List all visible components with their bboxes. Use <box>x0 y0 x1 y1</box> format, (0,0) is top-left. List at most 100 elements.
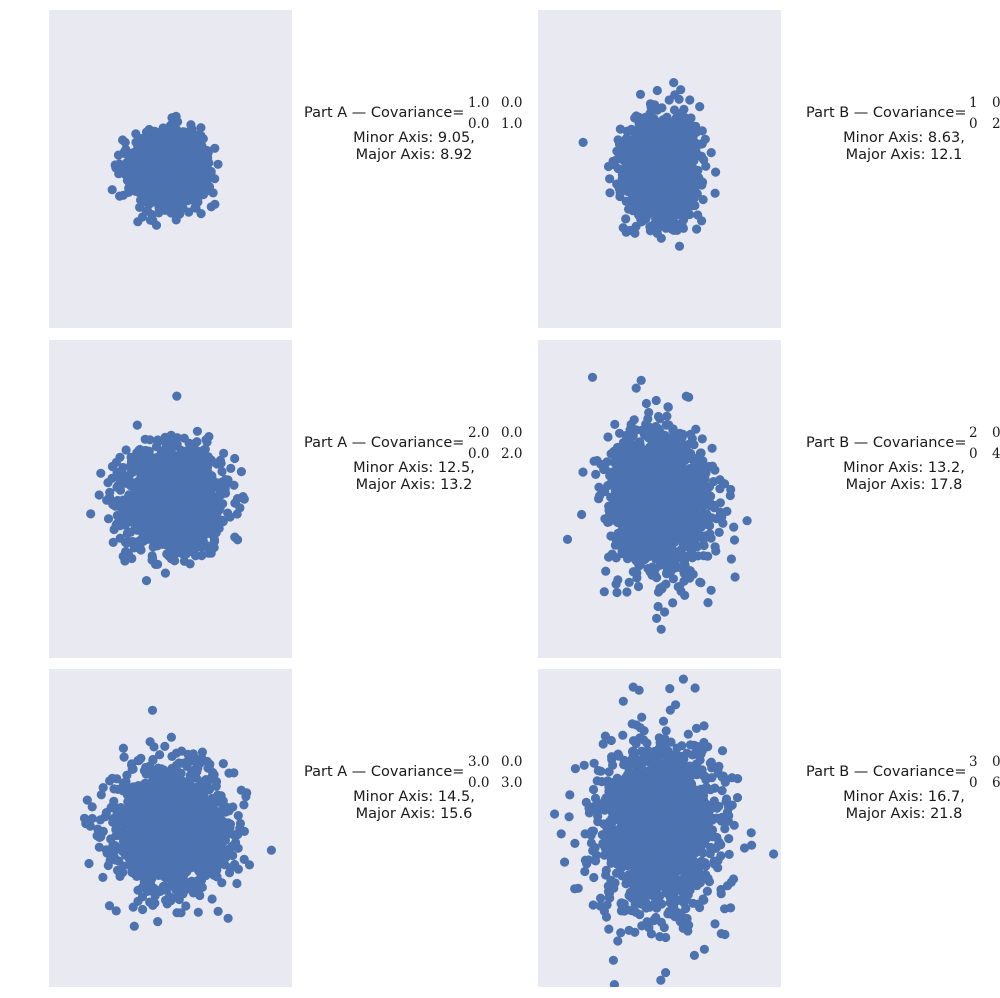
scatter-point <box>154 202 164 212</box>
scatter-point <box>669 147 679 157</box>
scatter-point <box>679 117 689 127</box>
scatter-point <box>236 467 246 477</box>
cov-cell: 0.0 <box>468 116 490 132</box>
scatter-point <box>648 189 658 199</box>
scatter-point <box>202 147 212 157</box>
scatter-plot-a2 <box>86 391 249 586</box>
scatter-point <box>160 568 170 578</box>
scatter-point <box>107 473 117 483</box>
scatter-point <box>144 527 154 537</box>
scatter-point <box>633 195 643 206</box>
scatter-point <box>645 181 655 191</box>
scatter-point <box>187 446 197 456</box>
scatter-point <box>208 493 218 504</box>
scatter-point <box>652 224 663 234</box>
scatter-point <box>670 90 680 100</box>
scatter-point <box>134 536 144 546</box>
scatter-point <box>695 102 705 112</box>
scatter-point <box>168 483 179 493</box>
scatter-point <box>679 124 689 134</box>
scatter-point <box>132 139 142 149</box>
scatter-point <box>655 146 665 156</box>
scatter-point <box>127 185 137 195</box>
scatter-panel-a2 <box>49 340 292 658</box>
scatter-point <box>112 519 122 529</box>
scatter-point <box>149 538 159 548</box>
scatter-point <box>132 420 142 430</box>
scatter-point <box>194 165 204 175</box>
scatter-point <box>230 532 240 542</box>
scatter-point <box>115 191 125 201</box>
scatter-point <box>210 199 220 209</box>
scatter-point <box>136 545 146 555</box>
cov-cell: 0 <box>969 116 978 132</box>
scatter-point <box>210 143 220 153</box>
scatter-point <box>615 191 625 202</box>
scatter-point <box>667 224 677 234</box>
scatter-point <box>121 445 131 455</box>
scatter-point <box>209 482 219 492</box>
scatter-point <box>636 207 646 218</box>
scatter-point <box>636 183 646 193</box>
scatter-point <box>220 475 231 485</box>
scatter-point <box>178 466 188 476</box>
axis-lengths-b1: Minor Axis: 8.63, Major Axis: 12.1 <box>834 130 974 163</box>
scatter-point <box>667 184 677 194</box>
scatter-point <box>674 176 685 187</box>
scatter-point <box>637 217 647 227</box>
scatter-point <box>131 507 141 517</box>
scatter-point <box>121 547 131 557</box>
scatter-point <box>199 525 209 535</box>
scatter-point <box>171 174 181 184</box>
scatter-point <box>697 139 707 149</box>
scatter-point <box>202 437 212 447</box>
scatter-point <box>683 133 693 143</box>
scatter-point <box>193 197 203 207</box>
scatter-point <box>162 474 172 484</box>
scatter-point <box>124 173 134 183</box>
scatter-point <box>184 482 194 492</box>
scatter-point <box>121 144 131 155</box>
scatter-point <box>113 481 123 491</box>
scatter-point <box>200 444 210 454</box>
scatter-point <box>681 191 691 201</box>
scatter-point <box>631 111 641 121</box>
scatter-point <box>182 541 192 551</box>
scatter-point <box>136 469 146 480</box>
scatter-point <box>170 556 180 566</box>
scatter-point <box>138 518 148 528</box>
chart-title-a1: Part A — Covariance= <box>304 105 465 121</box>
scatter-point <box>181 192 191 202</box>
scatter-point <box>209 542 219 553</box>
scatter-point <box>196 123 206 133</box>
scatter-point <box>130 523 140 534</box>
axis-lengths-a1: Minor Axis: 9.05, Major Axis: 8.92 <box>344 130 484 163</box>
scatter-point <box>711 167 721 177</box>
scatter-point <box>656 624 666 634</box>
scatter-point <box>132 448 142 458</box>
scatter-point <box>181 549 191 559</box>
scatter-point <box>661 213 671 223</box>
scatter-point <box>141 185 151 195</box>
scatter-point <box>173 453 184 463</box>
scatter-point <box>172 548 183 558</box>
scatter-point <box>678 223 688 233</box>
scatter-point <box>197 454 207 464</box>
scatter-point <box>115 533 125 543</box>
scatter-point <box>195 185 205 195</box>
scatter-point <box>94 490 104 500</box>
scatter-point <box>652 85 662 96</box>
scatter-point <box>679 215 689 225</box>
scatter-point <box>159 148 169 158</box>
scatter-plot-b2 <box>562 372 752 634</box>
scatter-point <box>679 104 689 114</box>
scatter-point <box>621 134 631 144</box>
scatter-point <box>170 193 180 203</box>
scatter-point <box>158 528 168 538</box>
scatter-point <box>172 391 182 401</box>
scatter-point <box>145 435 155 445</box>
scatter-point <box>213 159 223 169</box>
scatter-point <box>110 160 120 170</box>
scatter-point <box>637 168 647 178</box>
